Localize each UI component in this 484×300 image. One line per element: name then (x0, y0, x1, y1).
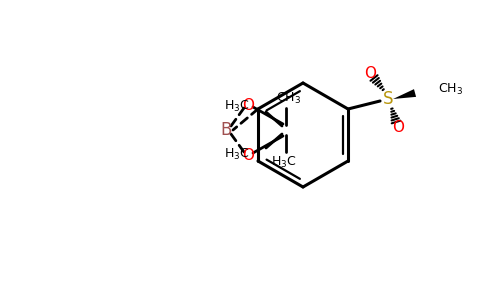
Text: H$_3$C: H$_3$C (271, 154, 297, 169)
Text: CH$_3$: CH$_3$ (438, 81, 463, 97)
Text: CH$_3$: CH$_3$ (276, 90, 302, 106)
Text: B: B (220, 121, 232, 139)
Text: S: S (383, 90, 393, 108)
Text: O: O (392, 119, 404, 134)
Polygon shape (393, 89, 416, 99)
Text: H$_3$C: H$_3$C (225, 98, 250, 113)
Text: H$_3$C: H$_3$C (225, 146, 250, 161)
Text: O: O (242, 98, 254, 112)
Text: O: O (242, 148, 254, 163)
Text: O: O (364, 65, 376, 80)
